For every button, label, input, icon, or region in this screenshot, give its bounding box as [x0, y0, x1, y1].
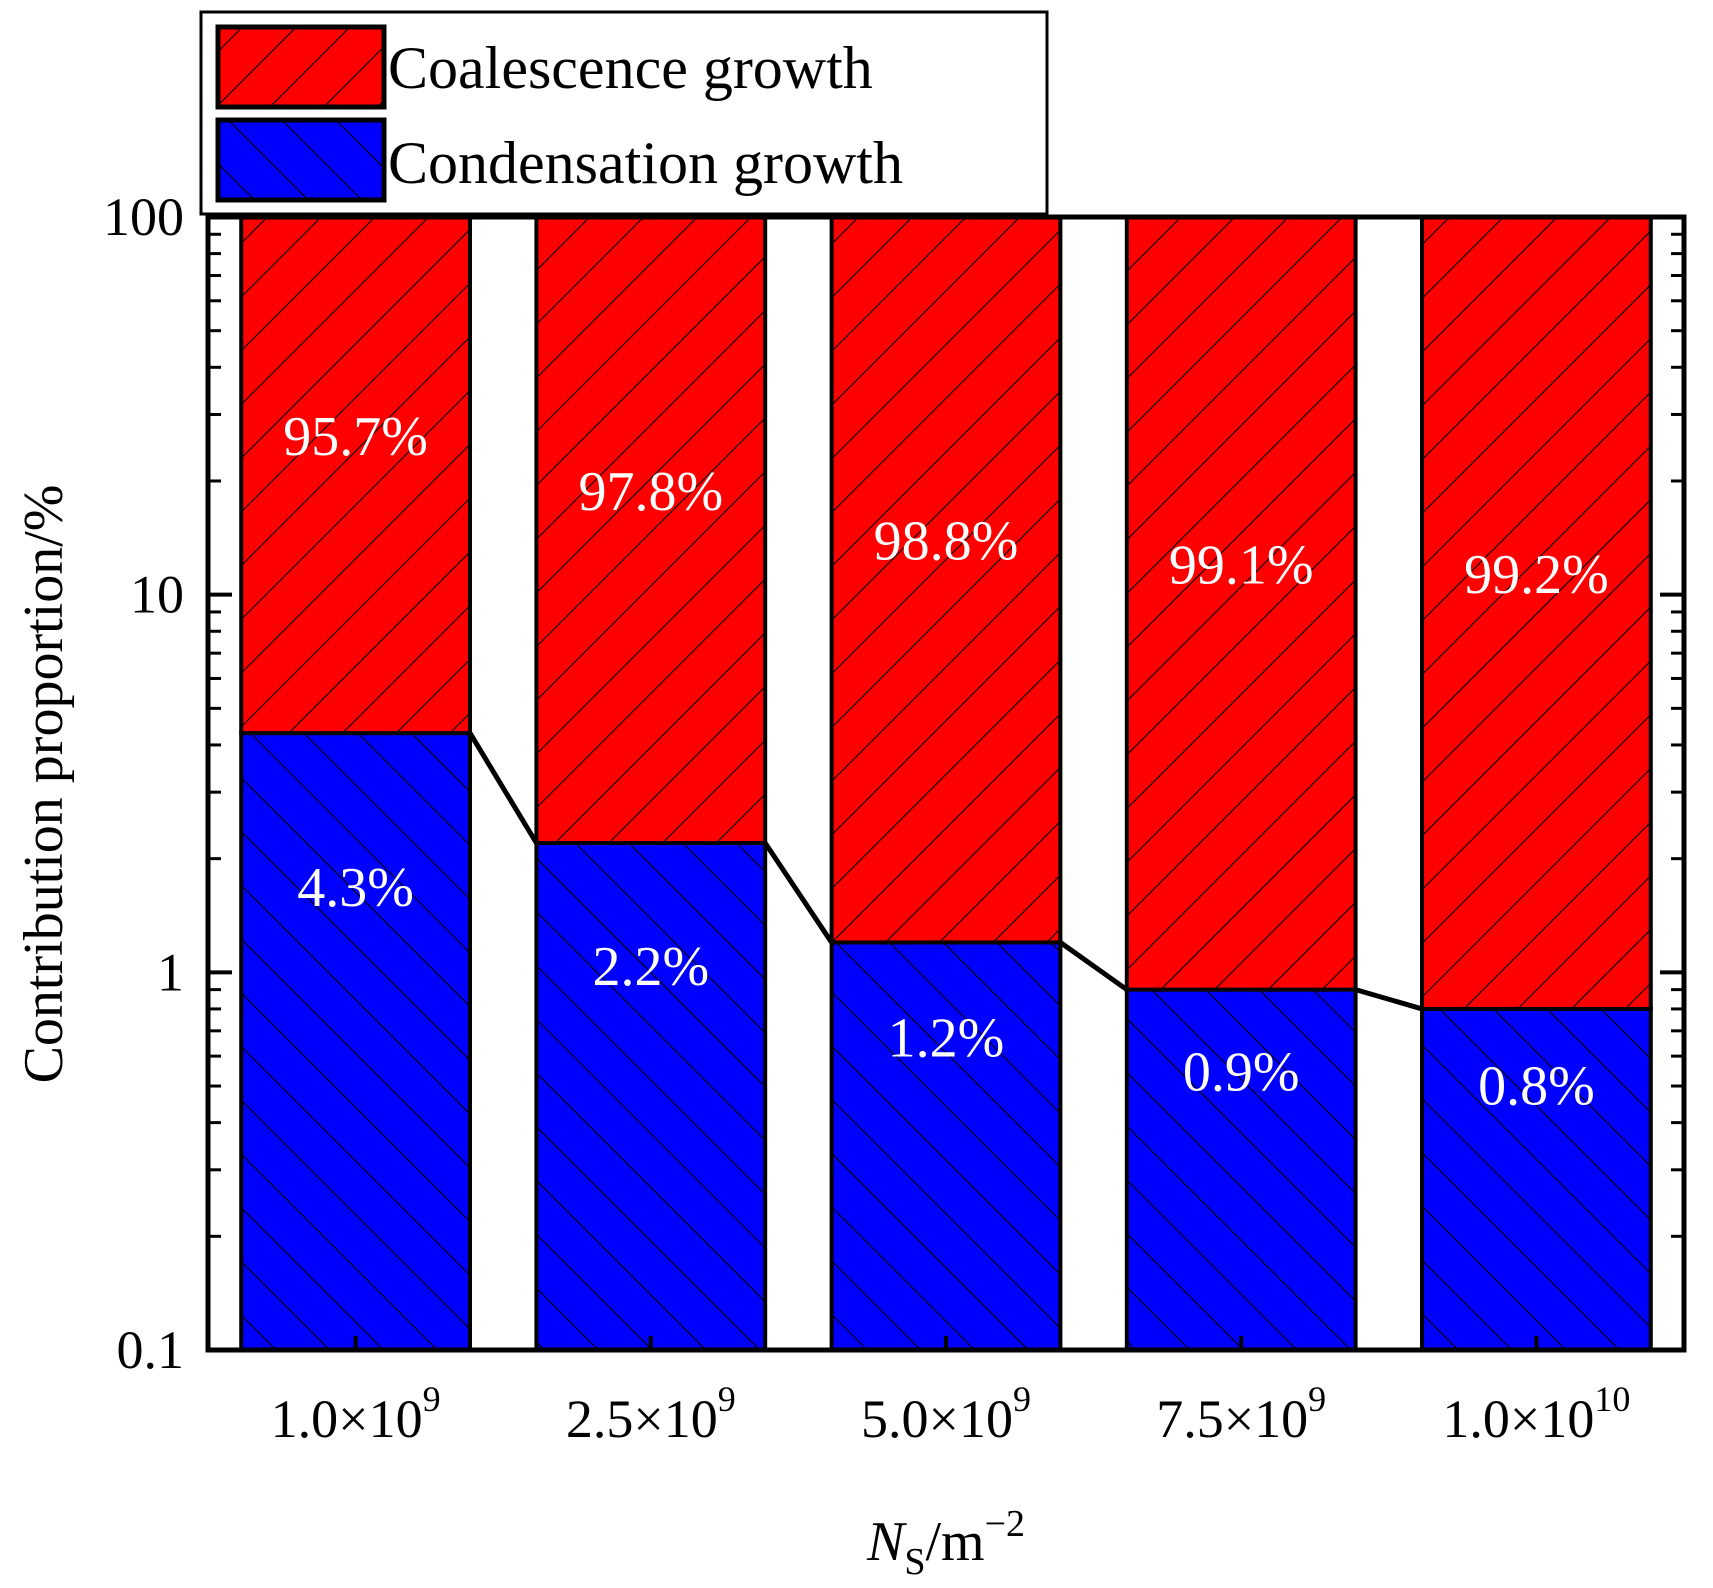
bar-coalescence-hatch: [239, 215, 472, 736]
connector-line: [1354, 987, 1423, 1012]
label-coalescence: 99.2%: [1464, 544, 1609, 606]
x-tick-label: 1.0×1010: [1442, 1379, 1630, 1449]
bar-condensation-hatch: [829, 940, 1063, 1352]
bar-coalescence-hatch: [534, 215, 768, 846]
connector-line: [467, 731, 539, 845]
y-tick-label: 100: [103, 187, 184, 247]
x-tick-mantissa: 1.0×10: [1442, 1389, 1594, 1449]
y-tick-label: 10: [130, 565, 184, 625]
x-tick-label: 2.5×109: [566, 1379, 736, 1449]
y-axis-title: Contribution proportion/%: [13, 485, 75, 1084]
connector-line: [1058, 940, 1129, 992]
label-coalescence: 97.8%: [578, 461, 723, 523]
legend-label-coalescence: Coalescence growth: [388, 35, 873, 101]
bar-coalescence-hatch: [1420, 215, 1653, 1011]
label-condensation: 1.2%: [888, 1008, 1005, 1070]
x-tick-exponent: 9: [718, 1379, 736, 1419]
bar-condensation-hatch: [1124, 987, 1358, 1353]
bars-layer: [239, 215, 1653, 1353]
x-tick-exponent: 9: [1013, 1379, 1031, 1419]
x-tick-mantissa: 2.5×10: [566, 1389, 718, 1449]
x-axis-title: NS/m−2: [866, 1503, 1025, 1583]
bar-coalescence-hatch: [1124, 215, 1358, 992]
label-coalescence: 98.8%: [874, 511, 1019, 573]
x-tick-label: 5.0×109: [861, 1379, 1031, 1449]
y-tick-label: 0.1: [117, 1320, 185, 1380]
label-coalescence: 95.7%: [283, 406, 428, 468]
x-axis-unit: /m: [925, 1511, 984, 1573]
connector-line: [763, 841, 834, 944]
y-tick-label: 1: [157, 942, 184, 1002]
connector-lines: [467, 731, 1423, 1012]
bar-condensation-hatch: [534, 841, 768, 1353]
label-coalescence: 99.1%: [1169, 534, 1314, 596]
y-axis-ticks: 0.1 1 10 100: [103, 187, 1684, 1380]
x-tick-exponent: 9: [1308, 1379, 1326, 1419]
x-tick-mantissa: 1.0×10: [271, 1389, 423, 1449]
legend-label-condensation: Condensation growth: [388, 130, 903, 196]
x-tick-exponent: 9: [423, 1379, 441, 1419]
x-axis-exponent: −2: [985, 1503, 1025, 1545]
x-tick-mantissa: 7.5×10: [1156, 1389, 1308, 1449]
bar-coalescence-hatch: [829, 215, 1063, 945]
label-condensation: 2.2%: [592, 936, 709, 998]
x-axis-ticks: 1.0×109 2.5×109 5.0×109 7.5×109 1.0×1010: [271, 1336, 1630, 1449]
label-condensation: 0.9%: [1183, 1042, 1300, 1104]
legend: Coalescence growth Condensation growth: [199, 10, 1049, 216]
label-condensation: 4.3%: [297, 857, 414, 919]
data-labels: 4.3% 95.7% 2.2% 97.8% 1.2% 98.8% 0.9% 99.1% 0.8%…: [283, 406, 1608, 1117]
x-axis-symbol: N: [866, 1511, 907, 1573]
bar-condensation-hatch: [1420, 1006, 1653, 1353]
x-tick-mantissa: 5.0×10: [861, 1389, 1013, 1449]
legend-swatch-coalescence-hatch: [218, 27, 384, 107]
bar-condensation-hatch: [239, 731, 472, 1352]
x-tick-exponent: 10: [1594, 1379, 1630, 1419]
x-tick-label: 1.0×109: [271, 1379, 441, 1449]
x-tick-label: 7.5×109: [1156, 1379, 1326, 1449]
legend-swatch-condensation-hatch: [218, 120, 384, 200]
label-condensation: 0.8%: [1478, 1055, 1595, 1117]
x-axis-subscript: S: [904, 1541, 925, 1583]
